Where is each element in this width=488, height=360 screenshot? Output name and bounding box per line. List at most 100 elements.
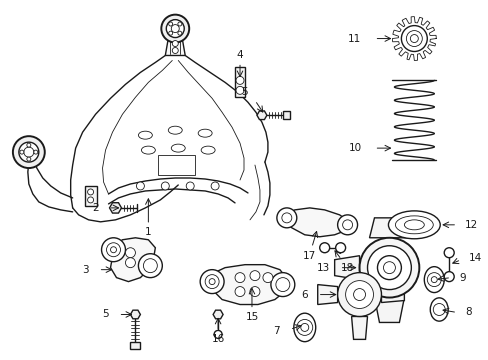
Polygon shape [109, 203, 121, 213]
Text: 1: 1 [145, 227, 151, 237]
Circle shape [138, 254, 162, 278]
Circle shape [236, 76, 244, 84]
Circle shape [319, 243, 329, 253]
Circle shape [168, 31, 172, 35]
Ellipse shape [293, 313, 315, 342]
Circle shape [409, 35, 417, 42]
Text: 15: 15 [245, 312, 258, 323]
Circle shape [296, 319, 312, 336]
Circle shape [300, 323, 308, 332]
Circle shape [200, 270, 224, 293]
Circle shape [430, 276, 436, 283]
Circle shape [13, 136, 45, 168]
Circle shape [106, 243, 120, 257]
Circle shape [276, 208, 296, 228]
Circle shape [19, 142, 39, 162]
Text: 13: 13 [316, 263, 329, 273]
Circle shape [27, 157, 31, 161]
Circle shape [143, 259, 157, 273]
Circle shape [178, 31, 182, 35]
Circle shape [20, 150, 24, 154]
Circle shape [337, 215, 357, 235]
Ellipse shape [429, 298, 447, 321]
Circle shape [383, 262, 395, 274]
Circle shape [172, 41, 178, 46]
Text: 3: 3 [82, 265, 88, 275]
Circle shape [443, 272, 453, 282]
Polygon shape [165, 39, 185, 55]
Ellipse shape [198, 129, 212, 137]
Polygon shape [84, 186, 96, 206]
Polygon shape [285, 208, 349, 237]
Polygon shape [282, 111, 289, 119]
Text: 9: 9 [458, 273, 465, 283]
Circle shape [24, 147, 34, 157]
Circle shape [87, 197, 93, 203]
Text: 12: 12 [464, 220, 477, 230]
Circle shape [443, 248, 453, 258]
Ellipse shape [138, 131, 152, 139]
Polygon shape [334, 256, 359, 280]
Circle shape [125, 258, 135, 268]
Text: 2: 2 [92, 203, 99, 213]
Circle shape [342, 220, 352, 230]
Circle shape [136, 182, 144, 190]
Text: 10: 10 [348, 143, 361, 153]
Polygon shape [317, 285, 337, 305]
Circle shape [359, 238, 419, 298]
Polygon shape [130, 342, 140, 349]
Text: 7: 7 [273, 327, 279, 336]
Circle shape [235, 287, 244, 297]
Circle shape [166, 20, 184, 37]
Ellipse shape [395, 216, 432, 234]
Circle shape [186, 182, 194, 190]
Circle shape [432, 303, 444, 315]
Polygon shape [381, 287, 404, 302]
Circle shape [249, 271, 260, 280]
Circle shape [406, 31, 422, 46]
Circle shape [27, 143, 31, 147]
Text: 11: 11 [347, 33, 361, 44]
Circle shape [171, 24, 179, 32]
Circle shape [337, 273, 381, 316]
Text: 6: 6 [301, 289, 307, 300]
Circle shape [205, 275, 219, 289]
Circle shape [275, 278, 289, 292]
Circle shape [161, 15, 189, 42]
Ellipse shape [168, 126, 182, 134]
Text: 18: 18 [340, 263, 353, 273]
Text: 16: 16 [211, 334, 224, 345]
Circle shape [178, 22, 182, 26]
Text: 17: 17 [303, 251, 316, 261]
Polygon shape [213, 310, 223, 319]
Circle shape [214, 330, 222, 338]
Polygon shape [235, 67, 244, 97]
Circle shape [161, 182, 169, 190]
Circle shape [236, 86, 244, 94]
Text: 5: 5 [102, 310, 108, 319]
Ellipse shape [424, 267, 443, 293]
Circle shape [102, 238, 125, 262]
Text: 8: 8 [464, 307, 471, 318]
Circle shape [110, 247, 116, 253]
Text: 5: 5 [241, 87, 247, 97]
Ellipse shape [387, 211, 439, 239]
Circle shape [209, 279, 215, 285]
Circle shape [401, 26, 427, 51]
Circle shape [211, 182, 219, 190]
Polygon shape [210, 265, 287, 305]
Ellipse shape [404, 220, 424, 230]
Circle shape [87, 189, 93, 195]
Circle shape [172, 48, 178, 54]
Circle shape [377, 256, 401, 280]
Polygon shape [256, 111, 266, 120]
Polygon shape [374, 298, 404, 323]
Circle shape [249, 287, 260, 297]
Circle shape [367, 246, 410, 289]
Circle shape [345, 280, 373, 309]
Text: 4: 4 [236, 50, 243, 60]
Circle shape [427, 273, 440, 287]
Circle shape [168, 22, 172, 26]
Circle shape [235, 273, 244, 283]
Polygon shape [130, 310, 140, 319]
